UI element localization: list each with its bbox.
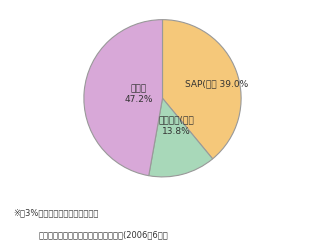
- Wedge shape: [149, 98, 213, 177]
- Text: SAP(独） 39.0%: SAP(独） 39.0%: [185, 80, 248, 89]
- Wedge shape: [162, 20, 241, 159]
- Text: その他
47.2%: その他 47.2%: [125, 84, 153, 104]
- Wedge shape: [84, 20, 162, 176]
- Text: （出典）ガートナー　データクエスト(2006年6月）: （出典）ガートナー データクエスト(2006年6月）: [39, 231, 169, 240]
- Text: ※　3%以上のシェアを有する企業: ※ 3%以上のシェアを有する企業: [13, 208, 98, 217]
- Text: オラクル(米）
13.8%: オラクル(米） 13.8%: [159, 116, 195, 136]
